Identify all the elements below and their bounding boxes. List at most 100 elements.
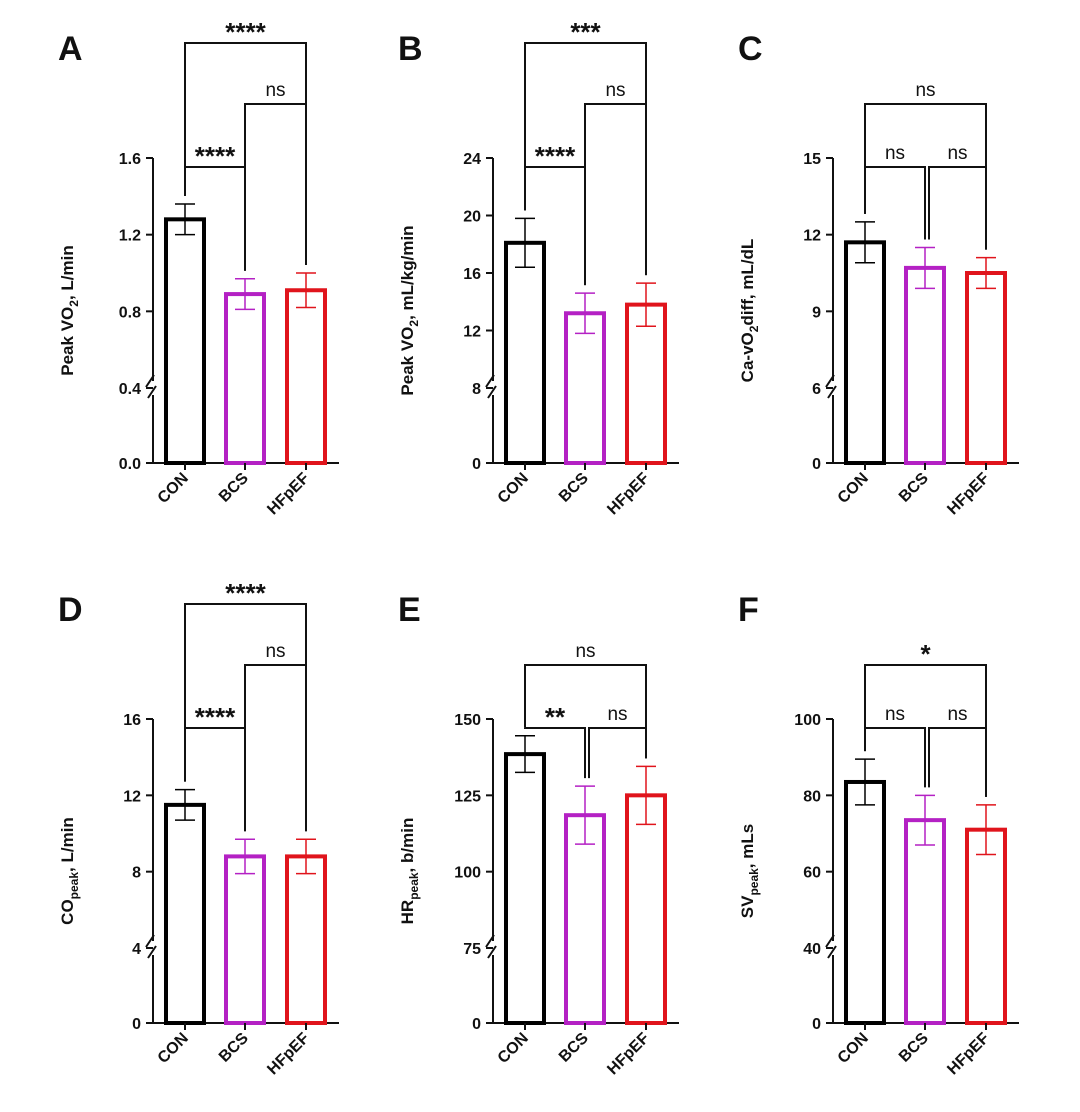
y-tick-label: 12 <box>803 228 821 245</box>
y-tick-label: 8 <box>132 865 141 882</box>
y-tick-label: 8 <box>472 381 481 398</box>
bar-con <box>164 217 206 465</box>
y-tick-label: 75 <box>463 941 481 958</box>
significance-label: ns <box>607 704 627 725</box>
x-tick-label: BCS <box>556 470 592 506</box>
y-tick-label: 9 <box>812 304 821 321</box>
y-tick-label: 0 <box>472 456 481 473</box>
axis-break-mark <box>485 374 495 388</box>
bar-hfpef <box>625 793 667 1025</box>
significance-label: **** <box>225 578 266 608</box>
significance-label: ns <box>265 641 285 662</box>
bar-bcs <box>224 292 266 466</box>
y-axis-label: COpeak, L/min <box>58 817 81 925</box>
significance-label: * <box>920 639 931 669</box>
panel-letter: A <box>58 30 83 68</box>
significance-bracket <box>928 727 987 797</box>
axis-break-mark <box>147 945 157 959</box>
panel-letter: E <box>398 591 421 629</box>
y-tick-label: 150 <box>454 712 481 729</box>
x-tick-label: CON <box>155 1030 192 1067</box>
bar-hfpef <box>285 854 327 1026</box>
axis-break-mark <box>825 374 835 388</box>
significance-label: **** <box>225 17 266 47</box>
y-axis-label: Peak VO2, mL/kg/min <box>398 225 421 395</box>
bar-con <box>844 779 886 1025</box>
axis-break-mark <box>147 385 157 399</box>
y-tick-label: 0.0 <box>119 456 141 473</box>
significance-bracket <box>184 166 246 271</box>
y-tick-label: 0.8 <box>119 304 141 321</box>
y-axis-label: SVpeak, mLs <box>738 824 761 918</box>
significance-label: ns <box>915 80 935 101</box>
axis-break-mark <box>485 934 495 948</box>
significance-bracket <box>244 664 307 832</box>
significance-label: **** <box>535 141 576 171</box>
x-tick-label: BCS <box>896 1030 932 1066</box>
y-tick-label: 6 <box>812 381 821 398</box>
significance-label: ** <box>545 702 566 732</box>
y-tick-label: 15 <box>803 151 821 168</box>
x-tick-label: BCS <box>556 1030 592 1066</box>
x-tick-label: BCS <box>216 1030 252 1066</box>
chart-panel-c: C 0 6 9 12 15 Ca-vO2diff, mL/dL CON BCS HFpEF ns ns… <box>738 30 1019 518</box>
y-axis-label: HRpeak, b/min <box>398 818 421 925</box>
y-tick-label: 16 <box>463 266 481 283</box>
bar-hfpef <box>965 271 1007 465</box>
panel-letter: F <box>738 591 759 629</box>
chart-panel-e: E 0 75 100 125 150 HRpeak, b/min CON BCS HFpEF ns *… <box>398 591 679 1078</box>
significance-label: *** <box>570 17 601 47</box>
bar-hfpef <box>285 288 327 465</box>
significance-bracket <box>584 103 647 286</box>
significance-bracket <box>184 727 246 832</box>
significance-label: ns <box>265 80 285 101</box>
significance-bracket <box>928 166 987 250</box>
axis-break-mark <box>827 385 837 399</box>
significance-label: ns <box>575 641 595 662</box>
x-tick-label: HFpEF <box>944 1030 993 1079</box>
x-tick-label: HFpEF <box>604 470 653 519</box>
y-tick-label: 0 <box>472 1016 481 1033</box>
bar-con <box>504 752 546 1025</box>
chart-panel-f: F 0 40 60 80 100 SVpeak, mLs CON BCS HFpEF * ns ns <box>738 591 1019 1078</box>
x-tick-label: CON <box>495 1030 532 1067</box>
axis-break-mark <box>145 934 155 948</box>
y-tick-label: 4 <box>132 941 141 958</box>
significance-label: ns <box>885 143 905 164</box>
y-tick-label: 12 <box>123 788 141 805</box>
y-tick-label: 100 <box>454 865 481 882</box>
x-tick-label: CON <box>835 1030 872 1067</box>
x-tick-label: CON <box>155 470 192 507</box>
chart-panel-b: B 0 8 12 16 20 24 Peak VO2, mL/kg/min CON BCS HFpE… <box>398 17 679 518</box>
y-tick-label: 40 <box>803 941 821 958</box>
x-tick-label: CON <box>495 470 532 507</box>
x-tick-label: HFpEF <box>264 470 313 519</box>
y-axis-label: Peak VO2, L/min <box>58 245 81 375</box>
bar-bcs <box>564 813 606 1025</box>
y-tick-label: 0 <box>812 1016 821 1033</box>
significance-label: **** <box>195 141 236 171</box>
x-tick-label: BCS <box>216 470 252 506</box>
y-tick-label: 0 <box>132 1016 141 1033</box>
y-tick-label: 0 <box>812 456 821 473</box>
significance-label: ns <box>947 143 967 164</box>
axis-break-mark <box>825 934 835 948</box>
y-tick-label: 20 <box>463 209 481 226</box>
x-tick-label: HFpEF <box>264 1030 313 1079</box>
y-tick-label: 16 <box>123 712 141 729</box>
significance-label: ns <box>605 80 625 101</box>
y-tick-label: 12 <box>463 324 481 341</box>
bar-con <box>504 240 546 465</box>
bar-bcs <box>224 854 266 1026</box>
panel-letter: C <box>738 30 763 68</box>
panel-letter: D <box>58 591 83 629</box>
y-tick-label: 0.4 <box>119 381 141 398</box>
axis-break-mark <box>487 945 497 959</box>
bar-bcs <box>904 818 946 1025</box>
x-tick-label: HFpEF <box>944 470 993 519</box>
axis-break-mark <box>487 385 497 399</box>
significance-label: **** <box>195 702 236 732</box>
panel-letter: B <box>398 30 423 68</box>
significance-bracket <box>524 727 586 779</box>
